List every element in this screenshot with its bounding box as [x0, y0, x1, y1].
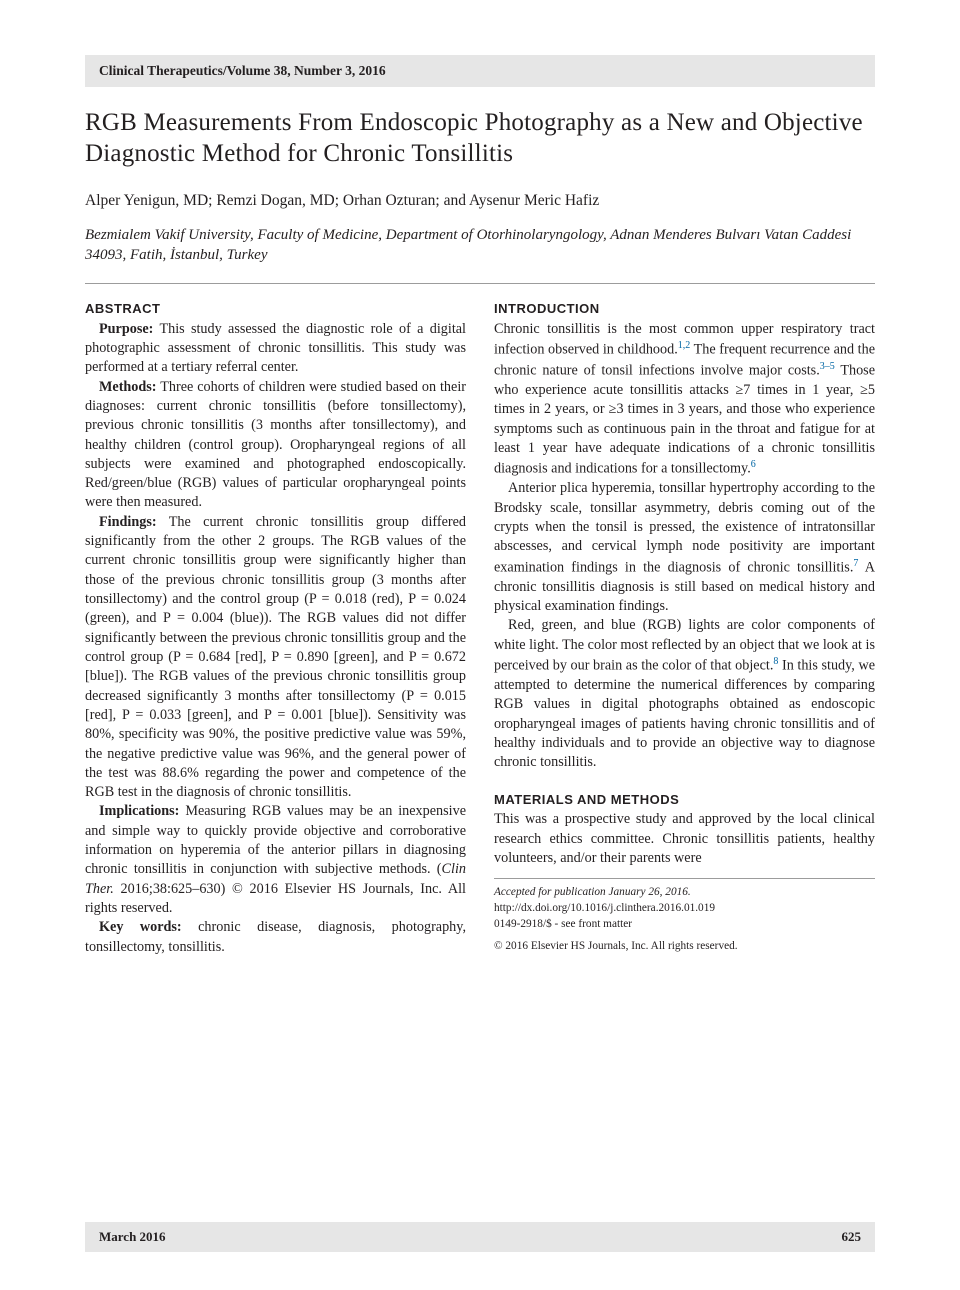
abstract-purpose: Purpose: This study assessed the diagnos… [85, 320, 466, 378]
methods-p1: This was a prospective study and approve… [494, 810, 875, 868]
abstract-heading: ABSTRACT [85, 300, 466, 318]
journal-page: Clinical Therapeutics/Volume 38, Number … [0, 0, 960, 1290]
abstract-methods: Methods: Three cohorts of children were … [85, 378, 466, 513]
right-column: INTRODUCTION Chronic tonsillitis is the … [494, 298, 875, 957]
issn-text: 0149-2918/$ - see front matter [494, 917, 875, 933]
two-column-body: ABSTRACT Purpose: This study assessed th… [85, 298, 875, 957]
footer-page-number: 625 [842, 1229, 862, 1245]
methods-label: Methods: [99, 379, 157, 395]
keywords-label: Key words: [99, 919, 182, 935]
implications-text-b: 2016;38:625–630) © 2016 Elsevier HS Jour… [85, 881, 466, 916]
page-footer-bar: March 2016 625 [85, 1222, 875, 1252]
doi-link[interactable]: http://dx.doi.org/10.1016/j.clinthera.20… [494, 901, 875, 917]
intro-p1: Chronic tonsillitis is the most common u… [494, 320, 875, 480]
introduction-heading: INTRODUCTION [494, 300, 875, 318]
affiliation: Bezmialem Vakif University, Faculty of M… [85, 225, 875, 266]
ref-link[interactable]: 1,2 [678, 340, 691, 351]
divider-rule [85, 283, 875, 284]
ref-link[interactable]: 6 [751, 459, 756, 470]
findings-text: The current chronic tonsillitis group di… [85, 514, 466, 800]
journal-header-bar: Clinical Therapeutics/Volume 38, Number … [85, 55, 875, 87]
intro-p2: Anterior plica hyperemia, tonsillar hype… [494, 479, 875, 616]
ref-link[interactable]: 3–5 [820, 361, 835, 372]
intro-p3: Red, green, and blue (RGB) lights are co… [494, 616, 875, 772]
accepted-date: Accepted for publication January 26, 201… [494, 885, 875, 901]
purpose-label: Purpose: [99, 321, 153, 337]
implications-label: Implications: [99, 803, 179, 819]
methods-text: Three cohorts of children were studied b… [85, 379, 466, 511]
footer-month: March 2016 [99, 1229, 166, 1245]
intro-p2a: Anterior plica hyperemia, tonsillar hype… [494, 480, 875, 575]
abstract-findings: Findings: The current chronic tonsilliti… [85, 513, 466, 803]
intro-p3b: In this study, we attempted to determine… [494, 658, 875, 771]
journal-header-text: Clinical Therapeutics/Volume 38, Number … [99, 63, 386, 78]
copyright-text: © 2016 Elsevier HS Journals, Inc. All ri… [494, 939, 875, 955]
abstract-keywords: Key words: chronic disease, diagnosis, p… [85, 918, 466, 957]
abstract-implications: Implications: Measuring RGB values may b… [85, 802, 466, 918]
left-column: ABSTRACT Purpose: This study assessed th… [85, 298, 466, 957]
author-list: Alper Yenigun, MD; Remzi Dogan, MD; Orha… [85, 192, 875, 210]
findings-label: Findings: [99, 514, 157, 530]
article-title: RGB Measurements From Endoscopic Photogr… [85, 107, 875, 170]
intro-p1c: Those who experience acute tonsillitis a… [494, 363, 875, 477]
methods-heading: MATERIALS AND METHODS [494, 791, 875, 809]
article-footer-info: Accepted for publication January 26, 201… [494, 878, 875, 954]
